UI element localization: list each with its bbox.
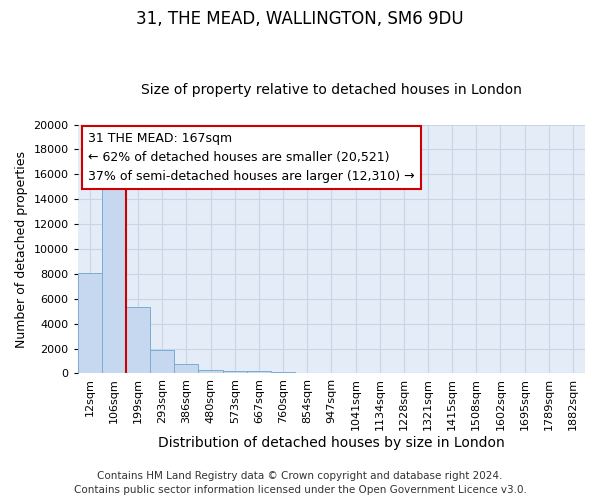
Bar bbox=[126, 308, 150, 374]
Bar bbox=[78, 272, 102, 374]
Bar bbox=[150, 350, 175, 374]
Text: 31 THE MEAD: 167sqm
← 62% of detached houses are smaller (20,521)
37% of semi-de: 31 THE MEAD: 167sqm ← 62% of detached ho… bbox=[88, 132, 415, 183]
Title: Size of property relative to detached houses in London: Size of property relative to detached ho… bbox=[141, 83, 522, 97]
Text: Contains HM Land Registry data © Crown copyright and database right 2024.
Contai: Contains HM Land Registry data © Crown c… bbox=[74, 471, 526, 495]
Bar bbox=[102, 167, 126, 374]
Bar bbox=[223, 370, 247, 374]
Bar bbox=[247, 371, 271, 374]
Text: 31, THE MEAD, WALLINGTON, SM6 9DU: 31, THE MEAD, WALLINGTON, SM6 9DU bbox=[136, 10, 464, 28]
Bar bbox=[175, 364, 199, 374]
Bar bbox=[199, 370, 223, 374]
Y-axis label: Number of detached properties: Number of detached properties bbox=[15, 150, 28, 348]
X-axis label: Distribution of detached houses by size in London: Distribution of detached houses by size … bbox=[158, 436, 505, 450]
Bar bbox=[271, 372, 295, 374]
